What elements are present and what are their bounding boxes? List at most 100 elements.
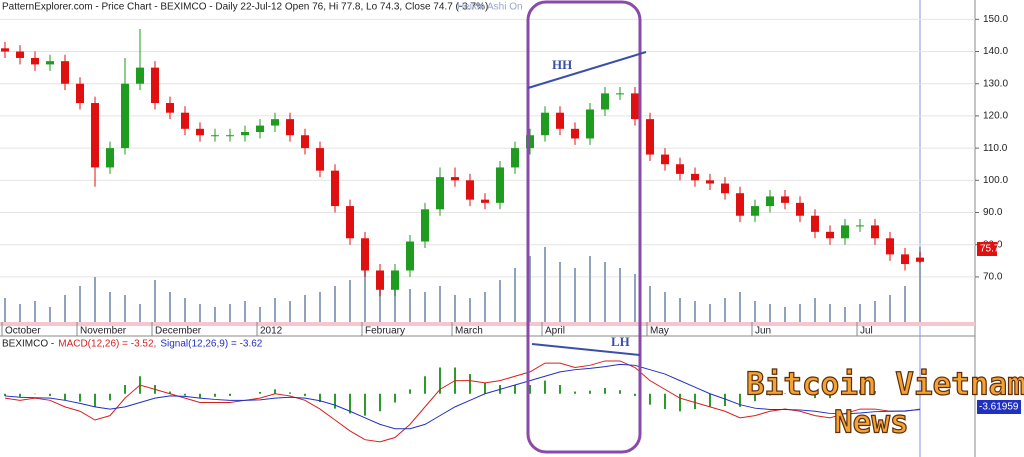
volume-bar (604, 262, 606, 322)
candle-body (496, 167, 504, 203)
x-tick-label: October (5, 326, 41, 337)
candle-body (151, 67, 159, 104)
x-tick-label: April (545, 326, 565, 337)
legend-entry: MACD(12,26) = -3.52, (58, 339, 156, 350)
histogram-bar (859, 389, 861, 394)
watermark: Bitcoin Vietnam (746, 367, 1024, 403)
histogram-bar (439, 367, 441, 394)
volume-bar (844, 307, 846, 322)
macd-box-label: -3.61959 (979, 402, 1019, 413)
hh-trendline (527, 51, 647, 89)
y-tick-label: 110.0 (983, 143, 1008, 154)
histogram-bar (724, 393, 726, 406)
volume-bar (589, 256, 591, 322)
histogram-bar (754, 393, 756, 402)
volume-bar (364, 268, 366, 322)
histogram-bar (19, 393, 21, 397)
x-tick-label: Jun (755, 326, 771, 337)
x-tick-label: 2012 (260, 326, 283, 337)
candle-body (586, 109, 594, 139)
histogram-bar (769, 393, 771, 396)
candle-body (706, 180, 714, 184)
candle-body (346, 206, 354, 239)
volume-bar (529, 256, 531, 322)
volume-bar (814, 298, 816, 322)
histogram-bar (649, 393, 651, 405)
volume-bar (799, 304, 801, 322)
y-tick-label: 150.0 (983, 14, 1008, 25)
volume-bar (484, 292, 486, 322)
histogram-bar (4, 393, 6, 396)
volume-bar (139, 304, 141, 322)
volume-bar (244, 301, 246, 322)
candle-body (46, 61, 54, 65)
x-tick-label: March (455, 326, 483, 337)
volume-bar (379, 277, 381, 322)
candle-body (751, 206, 759, 216)
histogram-bar (274, 389, 276, 394)
volume-bar (859, 304, 861, 322)
volume-bar (394, 286, 396, 322)
volume-bar (889, 295, 891, 322)
histogram-bar (469, 374, 471, 394)
legend-entry: Signal(12,26,9) = -3.62 (160, 339, 262, 350)
y-tick-label: 70.0 (983, 272, 1003, 283)
macd-line (4, 363, 921, 430)
candle-body (661, 154, 669, 165)
x-tick-label: Jul (860, 326, 873, 337)
x-tick-label: December (155, 326, 202, 337)
histogram-bar (619, 390, 621, 394)
volume-bar (79, 286, 81, 322)
histogram-bar (109, 393, 111, 401)
chart-header: PatternExplorer.com - Price Chart - BEXI… (2, 2, 488, 13)
candle-body (691, 173, 699, 181)
volume-bar (769, 304, 771, 322)
candle-body (271, 119, 279, 126)
candle-body (616, 93, 624, 95)
candle-body (361, 238, 369, 271)
histogram-bar (484, 382, 486, 394)
mode-label: Heikin Ashi On (457, 2, 523, 13)
volume-bar (4, 298, 6, 322)
volume-bar (124, 295, 126, 322)
candle-body (631, 93, 639, 120)
histogram-bar (64, 393, 66, 401)
volume-bar (229, 304, 231, 322)
candle-body (241, 132, 249, 136)
date-strip (0, 322, 975, 326)
volume-bar (319, 292, 321, 322)
volume-bar (559, 262, 561, 322)
volume-bar (904, 286, 906, 322)
histogram-bar (739, 393, 741, 407)
volume-bar (499, 280, 501, 322)
candle-body (1, 48, 9, 52)
candle-body (481, 199, 489, 203)
volume-bar (649, 286, 651, 322)
candle-body (571, 128, 579, 139)
candle-body (601, 93, 609, 110)
histogram-bar (709, 393, 711, 407)
histogram-bar (214, 393, 216, 397)
candle-body (256, 125, 264, 133)
candle-body (136, 67, 144, 84)
candle-body (391, 270, 399, 290)
histogram-bar (814, 393, 816, 399)
candle-body (541, 112, 549, 136)
candle-body (301, 135, 309, 149)
volume-bar (829, 304, 831, 322)
volume-bar (154, 280, 156, 322)
candle-body (736, 193, 744, 216)
histogram-bar (319, 393, 321, 403)
histogram-bar (529, 385, 531, 394)
volume-bar (289, 301, 291, 322)
histogram-bar (364, 393, 366, 416)
volume-bar (454, 295, 456, 322)
volume-bar (574, 268, 576, 322)
histogram-bar (334, 393, 336, 409)
histogram-bar (574, 391, 576, 394)
candle-body (511, 148, 519, 168)
histogram-bar (184, 393, 186, 396)
histogram-bar (829, 393, 831, 399)
candle-body (556, 112, 564, 129)
